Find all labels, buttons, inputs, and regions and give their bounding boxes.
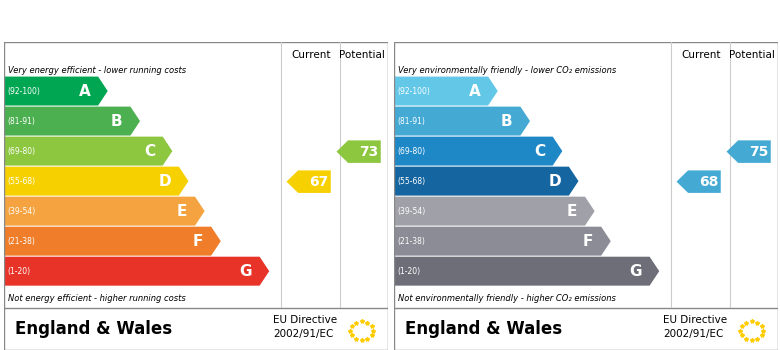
Text: (1-20): (1-20) <box>398 267 421 276</box>
Text: (92-100): (92-100) <box>8 86 41 96</box>
Polygon shape <box>394 227 611 256</box>
Text: (21-38): (21-38) <box>8 237 36 246</box>
Polygon shape <box>336 140 381 163</box>
Text: Current: Current <box>682 50 722 60</box>
Polygon shape <box>4 77 108 106</box>
Text: Very environmentally friendly - lower CO₂ emissions: Very environmentally friendly - lower CO… <box>398 66 616 75</box>
Text: Very energy efficient - lower running costs: Very energy efficient - lower running co… <box>8 66 186 75</box>
Text: Energy Efficiency Rating: Energy Efficiency Rating <box>16 14 225 28</box>
Text: (69-80): (69-80) <box>8 147 36 156</box>
Text: G: G <box>629 264 642 279</box>
Text: England & Wales: England & Wales <box>16 320 172 338</box>
Text: A: A <box>469 84 480 99</box>
Text: B: B <box>111 114 122 128</box>
Polygon shape <box>4 197 204 226</box>
Text: EU Directive
2002/91/EC: EU Directive 2002/91/EC <box>273 315 337 338</box>
Text: (81-91): (81-91) <box>398 117 426 126</box>
Text: (92-100): (92-100) <box>398 86 431 96</box>
Text: (39-54): (39-54) <box>8 206 36 216</box>
Polygon shape <box>4 227 221 256</box>
Text: F: F <box>193 234 204 248</box>
Text: (55-68): (55-68) <box>8 177 36 186</box>
Polygon shape <box>4 167 189 196</box>
Text: A: A <box>79 84 90 99</box>
Polygon shape <box>4 257 269 286</box>
Text: (55-68): (55-68) <box>398 177 426 186</box>
Polygon shape <box>4 107 140 135</box>
Text: G: G <box>239 264 252 279</box>
Text: (69-80): (69-80) <box>398 147 426 156</box>
Polygon shape <box>394 167 579 196</box>
Text: Current: Current <box>292 50 332 60</box>
Text: (81-91): (81-91) <box>8 117 36 126</box>
Text: Not energy efficient - higher running costs: Not energy efficient - higher running co… <box>8 294 186 303</box>
Polygon shape <box>394 136 562 166</box>
Text: 75: 75 <box>750 145 769 159</box>
Text: D: D <box>158 174 171 189</box>
Text: (1-20): (1-20) <box>8 267 31 276</box>
Text: England & Wales: England & Wales <box>406 320 562 338</box>
Polygon shape <box>676 170 721 193</box>
Polygon shape <box>394 197 594 226</box>
Text: C: C <box>534 144 545 159</box>
Text: E: E <box>567 204 577 219</box>
Polygon shape <box>394 107 530 135</box>
Text: E: E <box>177 204 187 219</box>
Text: F: F <box>583 234 594 248</box>
Text: (39-54): (39-54) <box>398 206 426 216</box>
Text: B: B <box>501 114 512 128</box>
Polygon shape <box>4 136 172 166</box>
Text: 73: 73 <box>360 145 379 159</box>
Text: Potential: Potential <box>339 50 385 60</box>
Text: Environmental Impact (CO₂) Rating: Environmental Impact (CO₂) Rating <box>406 14 706 28</box>
Polygon shape <box>394 77 498 106</box>
Text: D: D <box>548 174 561 189</box>
Polygon shape <box>286 170 331 193</box>
Text: C: C <box>144 144 155 159</box>
Polygon shape <box>394 257 659 286</box>
Text: 68: 68 <box>700 175 719 189</box>
Text: 67: 67 <box>310 175 329 189</box>
Text: Not environmentally friendly - higher CO₂ emissions: Not environmentally friendly - higher CO… <box>398 294 615 303</box>
Text: EU Directive
2002/91/EC: EU Directive 2002/91/EC <box>663 315 727 338</box>
Polygon shape <box>726 140 771 163</box>
Text: Potential: Potential <box>729 50 775 60</box>
Text: (21-38): (21-38) <box>398 237 426 246</box>
